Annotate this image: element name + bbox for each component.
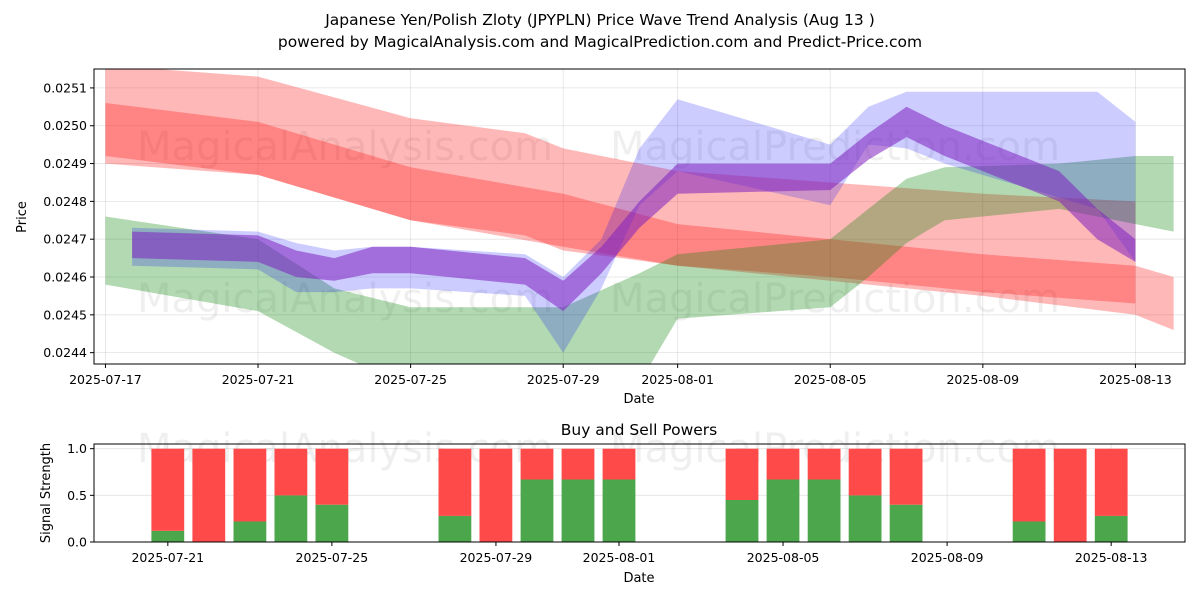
buy-bar xyxy=(274,495,308,542)
price-y-tick-label: 0.0246 xyxy=(43,270,87,285)
buy-sell-title: Buy and Sell Powers xyxy=(561,421,718,439)
buy-sell-bars xyxy=(151,448,1128,542)
buy-bar xyxy=(848,495,882,542)
price-y-tick-label: 0.0249 xyxy=(43,156,87,171)
chart-title: Japanese Yen/Polish Zloty (JPYPLN) Price… xyxy=(324,11,875,29)
purple-wave-band xyxy=(132,106,1136,312)
buy-sell-y-tick-label: 1.0 xyxy=(67,441,87,456)
price-y-tick-label: 0.0245 xyxy=(43,307,87,322)
buy-sell-x-axis-label: Date xyxy=(623,571,654,586)
buy-bar xyxy=(520,479,554,542)
price-y-tick-label: 0.0250 xyxy=(43,118,87,133)
buy-sell-x-tick-label: 2025-08-01 xyxy=(583,550,656,565)
red-trend-upper-band xyxy=(105,69,1136,304)
price-x-tick-label: 2025-07-21 xyxy=(222,372,295,387)
sell-bar xyxy=(1053,448,1087,542)
price-x-tick-label: 2025-07-25 xyxy=(374,372,447,387)
price-x-tick-label: 2025-08-01 xyxy=(641,372,714,387)
buy-bar xyxy=(438,515,472,542)
sell-bar xyxy=(725,448,759,500)
buy-bar xyxy=(233,521,267,542)
chart-subtitle: powered by MagicalAnalysis.com and Magic… xyxy=(278,33,922,51)
buy-sell-x-tick-label: 2025-08-09 xyxy=(911,550,984,565)
price-x-axis-label: Date xyxy=(623,392,654,407)
buy-sell-x-tick-label: 2025-08-13 xyxy=(1075,550,1148,565)
sell-bar xyxy=(315,448,349,505)
price-y-tick-label: 0.0248 xyxy=(43,194,87,209)
price-x-tick-label: 2025-07-17 xyxy=(69,372,142,387)
sell-bar xyxy=(438,448,472,516)
sell-bar xyxy=(479,448,513,542)
price-x-ticks: 2025-07-17 2025-07-21 2025-07-25 2025-07-29… xyxy=(69,364,1172,387)
price-x-tick-label: 2025-08-09 xyxy=(946,372,1019,387)
buy-bar xyxy=(151,530,185,542)
buy-sell-x-tick-label: 2025-07-29 xyxy=(460,550,533,565)
buy-sell-x-tick-label: 2025-07-25 xyxy=(296,550,369,565)
blue-wave-band xyxy=(132,91,1136,353)
buy-bar xyxy=(315,504,349,542)
buy-bar xyxy=(889,504,923,542)
sell-bar xyxy=(766,448,800,480)
price-x-tick-label: 2025-08-05 xyxy=(794,372,867,387)
buy-sell-chart: Buy and Sell Powers MagicalAnalysis.com … xyxy=(39,421,1186,586)
sell-bar xyxy=(848,448,882,496)
buy-bar xyxy=(766,479,800,542)
buy-bar xyxy=(602,479,636,542)
sell-bar xyxy=(889,448,923,505)
price-plot-frame xyxy=(93,68,1186,365)
watermark-prediction-bottom: MagicalPrediction.com xyxy=(610,276,1060,322)
buy-sell-x-ticks: 2025-07-21 2025-07-25 2025-07-29 2025-08-01… xyxy=(131,542,1148,565)
buy-sell-x-tick-label: 2025-08-05 xyxy=(747,550,820,565)
price-y-axis-label: Price xyxy=(15,201,30,233)
sell-bar xyxy=(807,448,841,480)
buy-sell-y-ticks: 0.0 0.5 1.0 xyxy=(67,441,94,550)
price-x-tick-label: 2025-07-29 xyxy=(527,372,600,387)
buy-sell-x-tick-label: 2025-07-21 xyxy=(131,550,204,565)
sell-bar xyxy=(151,448,185,531)
price-y-tick-label: 0.0247 xyxy=(43,232,87,247)
sell-bar xyxy=(520,448,554,480)
price-gridlines xyxy=(94,69,1185,364)
price-y-tick-label: 0.0244 xyxy=(43,345,87,360)
buy-bar xyxy=(561,479,595,542)
buy-sell-plot-frame xyxy=(93,443,1186,543)
sell-bar xyxy=(1094,448,1128,516)
sell-bar xyxy=(561,448,595,480)
green-trend-band xyxy=(105,156,1174,364)
price-series xyxy=(105,69,1174,364)
price-x-tick-label: 2025-08-13 xyxy=(1099,372,1172,387)
buy-bar xyxy=(725,500,759,542)
sell-bar xyxy=(274,448,308,496)
sell-bar xyxy=(602,448,636,480)
buy-sell-y-tick-label: 0.0 xyxy=(67,535,87,550)
buy-sell-y-tick-label: 0.5 xyxy=(67,488,87,503)
buy-bar xyxy=(1094,515,1128,542)
price-chart: MagicalAnalysis.com MagicalPrediction.co… xyxy=(15,68,1186,407)
watermark-analysis-bottom: MagicalAnalysis.com xyxy=(137,276,553,322)
buy-bar xyxy=(1012,521,1046,542)
sell-bar xyxy=(233,448,267,522)
price-y-tick-label: 0.0251 xyxy=(43,80,87,95)
buy-sell-y-axis-label: Signal Strength xyxy=(39,443,54,543)
buy-bar xyxy=(807,479,841,542)
price-y-ticks: 0.0244 0.0245 0.0246 0.0247 0.0248 0.0249 0.02… xyxy=(43,80,94,360)
sell-bar xyxy=(1012,448,1046,522)
sell-bar xyxy=(192,448,226,542)
watermark-analysis-top: MagicalAnalysis.com xyxy=(137,124,553,170)
